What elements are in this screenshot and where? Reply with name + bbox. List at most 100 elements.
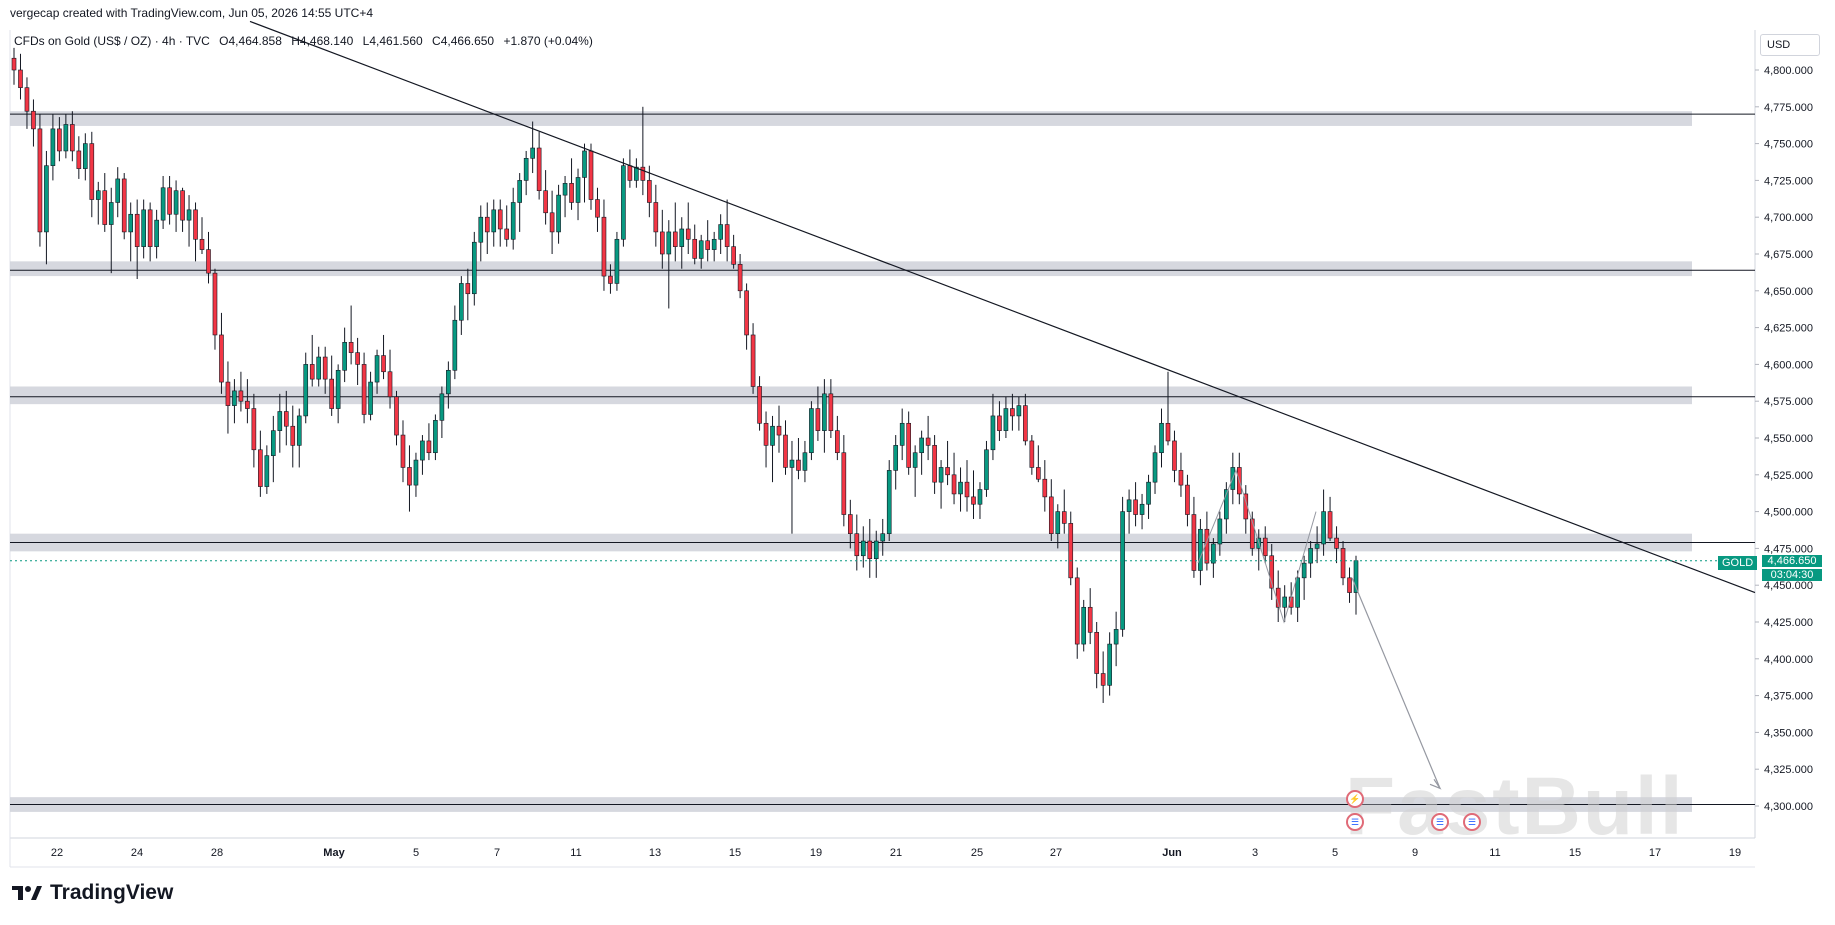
candle-body	[1120, 511, 1125, 630]
projection-arrow	[1351, 577, 1441, 789]
candle-body	[83, 143, 88, 169]
candle-body	[1074, 577, 1080, 645]
candle-body	[724, 224, 730, 247]
candle-body	[1146, 481, 1151, 505]
candle-body	[1249, 518, 1255, 549]
y-tick-label: 4,375.000	[1764, 691, 1813, 703]
candle-body	[361, 364, 367, 415]
candle-body	[199, 238, 205, 250]
candle-body	[154, 219, 159, 247]
candle-body	[31, 110, 36, 130]
candle-body	[809, 408, 814, 454]
candle-body	[102, 190, 108, 225]
y-tick-label: 4,625.000	[1764, 323, 1813, 335]
candle-body	[296, 415, 302, 446]
y-tick-label: 4,600.000	[1764, 359, 1813, 371]
candle-body	[433, 420, 438, 454]
candle-body	[348, 342, 354, 353]
x-tick-label: 21	[890, 847, 902, 859]
candle-body	[459, 283, 464, 321]
economic-event-icon[interactable]: ⚡	[1346, 790, 1364, 808]
candle-body	[290, 425, 296, 446]
candle-body	[906, 422, 911, 468]
candle-body	[990, 415, 996, 451]
us-flag-event-icon[interactable]: ☰	[1463, 813, 1481, 831]
candle-body	[582, 150, 587, 178]
candle-body	[173, 190, 179, 215]
candle-body	[796, 459, 801, 471]
candle-body	[277, 411, 283, 431]
candle-body	[63, 124, 69, 152]
candle-body	[128, 213, 134, 233]
candle-body	[1327, 511, 1333, 539]
ohlc-change: +1.870 (+0.04%)	[503, 34, 593, 48]
candle-body	[452, 319, 458, 371]
candle-body	[283, 411, 289, 427]
tradingview-logo[interactable]: TradingView	[12, 881, 173, 905]
candle-body	[1003, 408, 1009, 431]
candle-body	[562, 183, 568, 196]
candle-body	[1133, 499, 1138, 515]
us-flag-event-icon[interactable]: ☰	[1346, 813, 1364, 831]
y-tick-label: 4,700.000	[1764, 212, 1813, 224]
candle-body	[997, 415, 1002, 431]
candle-body	[659, 231, 665, 255]
candle-body	[1042, 478, 1048, 498]
candle-body	[718, 224, 723, 240]
y-tick-label: 4,400.000	[1764, 654, 1813, 666]
y-tick-label: 4,500.000	[1764, 507, 1813, 519]
y-tick-label: 4,675.000	[1764, 249, 1813, 261]
x-tick-label: 22	[51, 847, 63, 859]
candle-body	[951, 474, 957, 495]
candle-body	[206, 249, 211, 274]
candle-body	[666, 231, 672, 255]
ohlc-open: O4,464.858	[219, 34, 282, 48]
last-price-label: 4,466.650	[1762, 555, 1822, 567]
candle-body	[1269, 555, 1275, 589]
x-tick-label: 5	[1332, 847, 1338, 859]
candle-body	[614, 238, 620, 284]
y-tick-label: 4,575.000	[1764, 396, 1813, 408]
candle-body	[1185, 484, 1190, 515]
candle-body	[89, 143, 95, 200]
candle-body	[1139, 503, 1145, 515]
x-tick-label: 11	[1489, 847, 1500, 859]
ohlc-low: L4,461.560	[362, 34, 423, 48]
x-tick-label: 5	[413, 847, 419, 859]
candle-body	[400, 434, 406, 468]
candle-body	[1224, 489, 1229, 520]
symbol-title[interactable]: CFDs on Gold (US$ / OZ) · 4h · TVC	[14, 34, 210, 48]
candle-body	[873, 540, 879, 560]
symbol-legend: CFDs on Gold (US$ / OZ) · 4h · TVC O4,46…	[14, 34, 599, 48]
candle-body	[556, 194, 561, 233]
candle-body	[510, 202, 516, 240]
candle-body	[504, 228, 510, 240]
candle-body	[1334, 537, 1339, 549]
candle-body	[342, 342, 347, 371]
us-flag-event-icon[interactable]: ☰	[1431, 813, 1449, 831]
candle-body	[1340, 548, 1346, 579]
candle-body	[160, 187, 166, 221]
candle-body	[672, 231, 678, 247]
candle-body	[549, 212, 555, 233]
candle-body	[1178, 470, 1184, 486]
currency-selector[interactable]: USD	[1760, 34, 1820, 56]
candle-body	[1152, 452, 1158, 483]
x-tick-label: 15	[729, 847, 741, 859]
candle-body	[446, 369, 451, 395]
candle-body	[886, 470, 892, 534]
y-tick-label: 4,350.000	[1764, 727, 1813, 739]
x-tick-label: 3	[1252, 847, 1258, 859]
candle-body	[575, 177, 581, 203]
candle-body	[919, 437, 924, 454]
x-tick-label: 27	[1050, 847, 1062, 859]
x-tick-label: 7	[494, 847, 500, 859]
candle-body	[251, 408, 257, 451]
candle-body	[1314, 543, 1320, 549]
candle-body	[841, 452, 847, 515]
candle-body	[977, 489, 983, 505]
creator-caption: vergecap created with TradingView.com, J…	[10, 6, 373, 20]
candle-body	[1198, 528, 1203, 571]
